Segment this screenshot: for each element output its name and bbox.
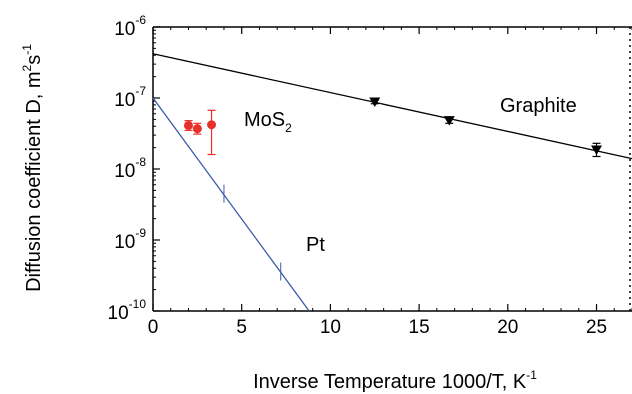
x-tick-label: 20: [497, 317, 518, 338]
x-axis-ticks: 0 5 10 15 20 25: [148, 27, 632, 338]
x-tick-label: 0: [148, 317, 159, 338]
data-point-mos: [207, 120, 217, 130]
y-tick-label: 10-10: [108, 297, 147, 324]
fit-line-graphite: [152, 53, 632, 160]
series-label-pt: Pt: [306, 234, 325, 256]
x-tick-label: 25: [586, 317, 607, 338]
y-tick-label: 10-9: [114, 226, 146, 253]
data-point-mos: [183, 120, 193, 130]
data-point-graphite: [591, 145, 603, 156]
x-axis-title: Inverse Temperature 1000/T, K-1: [253, 368, 537, 393]
y-tick-label: 10-6: [114, 13, 146, 40]
data-marks: [183, 97, 603, 281]
y-tick-label: 10-7: [114, 84, 146, 111]
x-tick-label: 10: [320, 317, 341, 338]
x-tick-label: 5: [236, 317, 247, 338]
series-label-graphite: Graphite: [500, 95, 577, 117]
fit-line-pt: [152, 97, 310, 312]
series-label-mos: MoS2: [244, 109, 292, 135]
data-point-graphite: [369, 97, 381, 107]
data-point-graphite: [443, 116, 455, 126]
x-tick-label: 15: [409, 317, 430, 338]
series-labels: Graphite MoS2 Pt: [244, 95, 577, 256]
y-tick-label: 10-8: [114, 155, 146, 182]
y-axis-ticks: 10-6 10-7 10-8 10-9 10-10: [108, 13, 160, 324]
data-point-mos: [192, 124, 202, 134]
y-axis-title: Diffusion coefficient D, m2s-1: [20, 44, 45, 292]
fit-lines: [152, 53, 632, 312]
